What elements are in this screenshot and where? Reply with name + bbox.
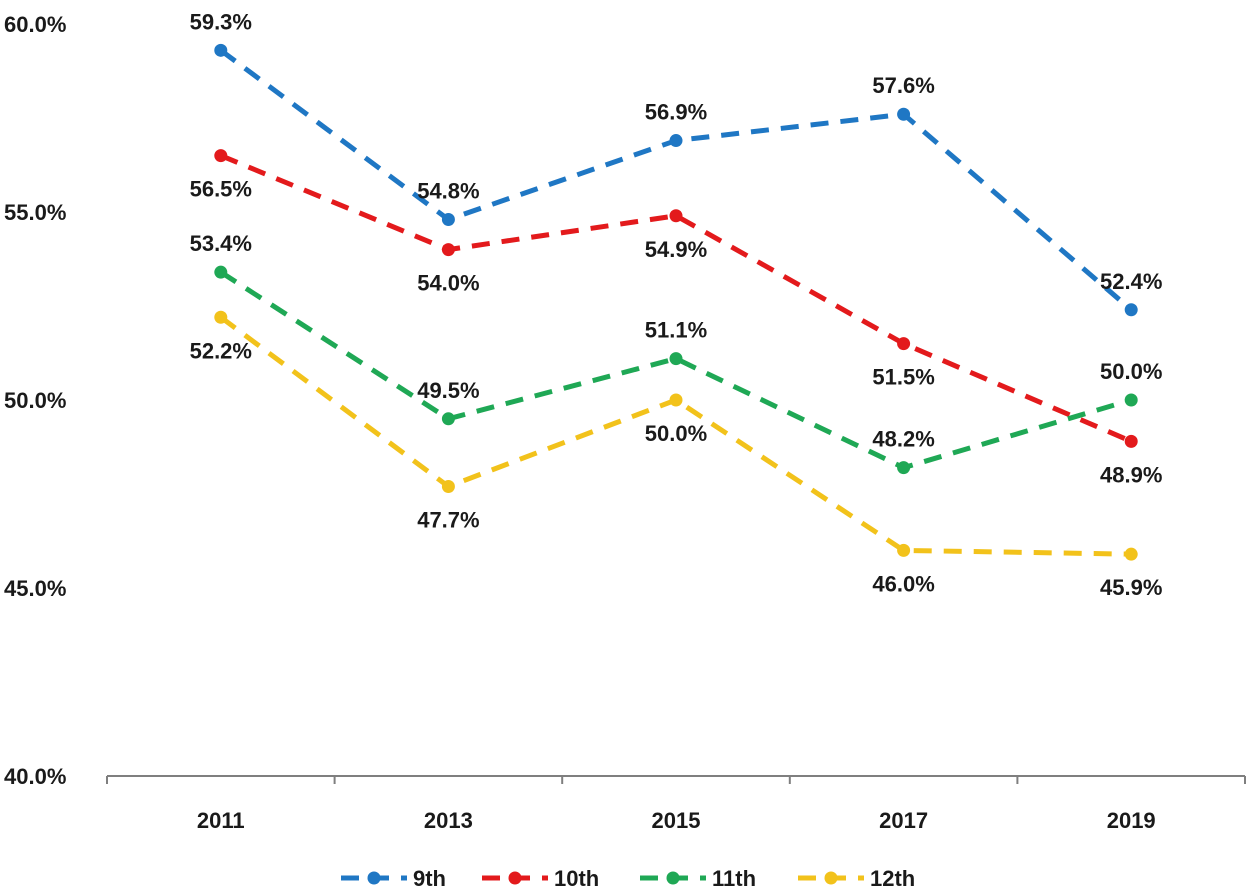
- series-line-9th: [221, 50, 1131, 309]
- x-tick-label: 2011: [197, 808, 245, 833]
- data-label-9th-2019: 52.4%: [1100, 269, 1162, 294]
- legend-label-11th: 11th: [712, 866, 756, 891]
- data-point-11th-2011: [214, 266, 227, 279]
- data-point-11th-2019: [1125, 394, 1138, 407]
- data-label-9th-2015: 56.9%: [645, 100, 707, 125]
- x-tick-label: 2013: [424, 808, 473, 833]
- data-point-9th-2013: [442, 213, 455, 226]
- data-point-11th-2013: [442, 412, 455, 425]
- x-tick-label: 2017: [879, 808, 928, 833]
- x-tick-label: 2019: [1107, 808, 1156, 833]
- data-point-11th-2015: [670, 352, 683, 365]
- data-point-11th-2017: [897, 461, 910, 474]
- legend-label-10th: 10th: [554, 866, 599, 891]
- label-layer: 59.3% 54.8% 56.9% 57.6% 52.4% 56.5% 54.0% 54.9%…: [190, 9, 1163, 600]
- data-point-9th-2015: [670, 134, 683, 147]
- data-point-12th-2011: [214, 311, 227, 324]
- data-label-10th-2011: 56.5%: [190, 177, 252, 202]
- data-point-10th-2019: [1125, 435, 1138, 448]
- data-label-12th-2013: 47.7%: [417, 507, 479, 532]
- legend-marker-11th: [667, 872, 680, 885]
- data-point-10th-2011: [214, 149, 227, 162]
- data-label-10th-2019: 48.9%: [1100, 462, 1162, 487]
- data-point-9th-2019: [1125, 303, 1138, 316]
- data-label-10th-2013: 54.0%: [417, 271, 479, 296]
- legend-item-9th: 9th: [341, 866, 446, 891]
- legend: 9th 10th 11th 12th: [341, 866, 915, 891]
- data-point-9th-2017: [897, 108, 910, 121]
- data-label-10th-2015: 54.9%: [645, 237, 707, 262]
- data-label-12th-2011: 52.2%: [190, 338, 252, 363]
- y-tick-label: 40.0%: [4, 764, 66, 789]
- legend-label-9th: 9th: [413, 866, 446, 891]
- y-tick-label: 60.0%: [4, 12, 66, 37]
- line-chart: 2011 2013 2015 2017 2019 40.0% 45.0% 50.0% 55.0%…: [0, 0, 1250, 892]
- data-label-11th-2011: 53.4%: [190, 231, 252, 256]
- data-label-11th-2013: 49.5%: [417, 378, 479, 403]
- data-point-12th-2015: [670, 394, 683, 407]
- legend-item-12th: 12th: [798, 866, 915, 891]
- chart-root: 2011 2013 2015 2017 2019 40.0% 45.0% 50.0% 55.0%…: [0, 0, 1250, 892]
- data-label-9th-2017: 57.6%: [872, 73, 934, 98]
- x-tick-label: 2015: [652, 808, 701, 833]
- legend-item-11th: 11th: [640, 866, 756, 891]
- data-point-9th-2011: [214, 44, 227, 57]
- legend-label-12th: 12th: [870, 866, 915, 891]
- data-label-12th-2017: 46.0%: [872, 571, 934, 596]
- data-point-12th-2017: [897, 544, 910, 557]
- axis-layer: 2011 2013 2015 2017 2019 40.0% 45.0% 50.0% 55.0%…: [4, 12, 1245, 833]
- data-label-11th-2019: 50.0%: [1100, 359, 1162, 384]
- data-point-10th-2017: [897, 337, 910, 350]
- data-label-12th-2019: 45.9%: [1100, 575, 1162, 600]
- data-point-10th-2015: [670, 209, 683, 222]
- y-tick-label: 45.0%: [4, 576, 66, 601]
- y-tick-label: 55.0%: [4, 200, 66, 225]
- data-label-12th-2015: 50.0%: [645, 421, 707, 446]
- data-point-12th-2013: [442, 480, 455, 493]
- data-label-9th-2013: 54.8%: [417, 179, 479, 204]
- data-label-11th-2015: 51.1%: [645, 318, 707, 343]
- data-label-9th-2011: 59.3%: [190, 9, 252, 34]
- data-point-10th-2013: [442, 243, 455, 256]
- y-tick-label: 50.0%: [4, 388, 66, 413]
- legend-item-10th: 10th: [482, 866, 599, 891]
- data-label-11th-2017: 48.2%: [872, 427, 934, 452]
- legend-marker-9th: [368, 872, 381, 885]
- legend-marker-12th: [825, 872, 838, 885]
- data-label-10th-2017: 51.5%: [872, 365, 934, 390]
- legend-marker-10th: [509, 872, 522, 885]
- data-point-12th-2019: [1125, 548, 1138, 561]
